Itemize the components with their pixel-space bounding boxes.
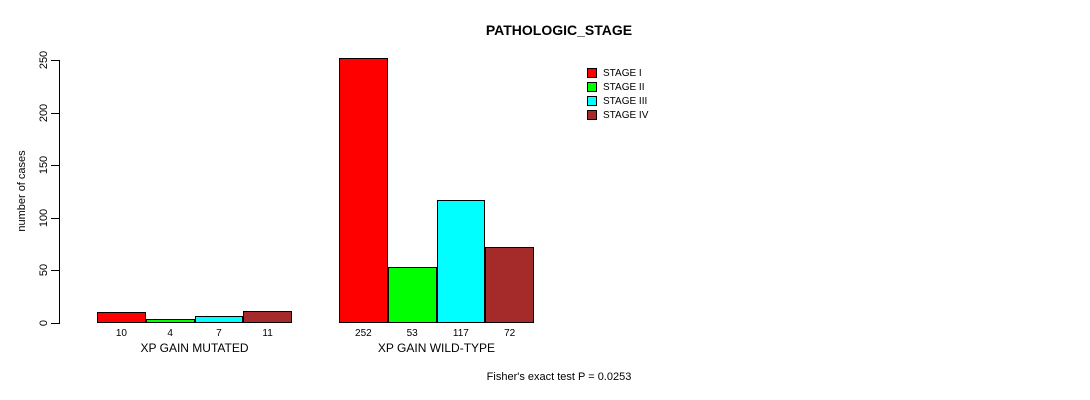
y-axis-tick-label: 100 xyxy=(38,208,50,227)
bar-value-label: 4 xyxy=(167,328,173,339)
y-axis-line xyxy=(59,60,60,324)
y-axis-tick-label: 150 xyxy=(38,156,50,175)
y-axis-tick xyxy=(51,112,59,114)
y-axis-tick xyxy=(51,165,59,167)
legend-label: STAGE IV xyxy=(603,109,649,121)
bar-stage-iv xyxy=(243,311,292,323)
bar-stage-ii xyxy=(145,319,195,323)
legend-label: STAGE II xyxy=(603,81,645,93)
bar-value-label: 7 xyxy=(216,328,222,339)
legend-row: STAGE III xyxy=(587,94,648,108)
bar-stage-iv xyxy=(485,247,534,323)
bar-stage-ii xyxy=(387,267,437,323)
bar-stage-i xyxy=(339,58,388,323)
y-axis-tick-label: 200 xyxy=(38,103,50,122)
y-axis-label: number of cases xyxy=(16,150,28,232)
y-axis-tick-label: 0 xyxy=(38,319,50,327)
bar-value-label: 252 xyxy=(355,328,372,339)
legend-swatch xyxy=(587,68,597,78)
legend-swatch xyxy=(587,82,597,92)
legend-label: STAGE III xyxy=(603,95,648,107)
legend-swatch xyxy=(587,110,597,120)
y-axis-tick xyxy=(51,217,59,219)
y-axis-tick xyxy=(51,323,59,324)
bar-value-label: 53 xyxy=(406,328,418,339)
x-category-label: XP GAIN WILD-TYPE xyxy=(377,341,496,355)
bar-value-label: 72 xyxy=(504,328,516,339)
y-axis-tick-label: 50 xyxy=(38,264,50,277)
legend-row: STAGE I xyxy=(587,66,648,80)
bar-value-label: 10 xyxy=(115,328,127,339)
legend: STAGE I STAGE II STAGE III STAGE IV xyxy=(587,66,648,122)
y-axis-tick-label: 250 xyxy=(38,50,50,70)
legend-row: STAGE II xyxy=(587,80,648,94)
x-category-label: XP GAIN MUTATED xyxy=(140,341,249,355)
bar-stage-iii xyxy=(436,200,486,323)
bar-stage-i xyxy=(97,312,146,323)
fisher-test-annotation: Fisher's exact test P = 0.0253 xyxy=(486,371,632,383)
y-axis-tick xyxy=(51,60,59,61)
y-axis-tick xyxy=(51,270,59,272)
bar-value-label: 117 xyxy=(452,328,469,339)
legend-row: STAGE IV xyxy=(587,108,648,122)
chart-title: PATHOLOGIC_STAGE xyxy=(485,22,633,38)
bar-value-label: 11 xyxy=(262,328,273,339)
legend-label: STAGE I xyxy=(603,67,642,79)
bar-stage-iii xyxy=(194,316,244,323)
legend-swatch xyxy=(587,96,597,106)
